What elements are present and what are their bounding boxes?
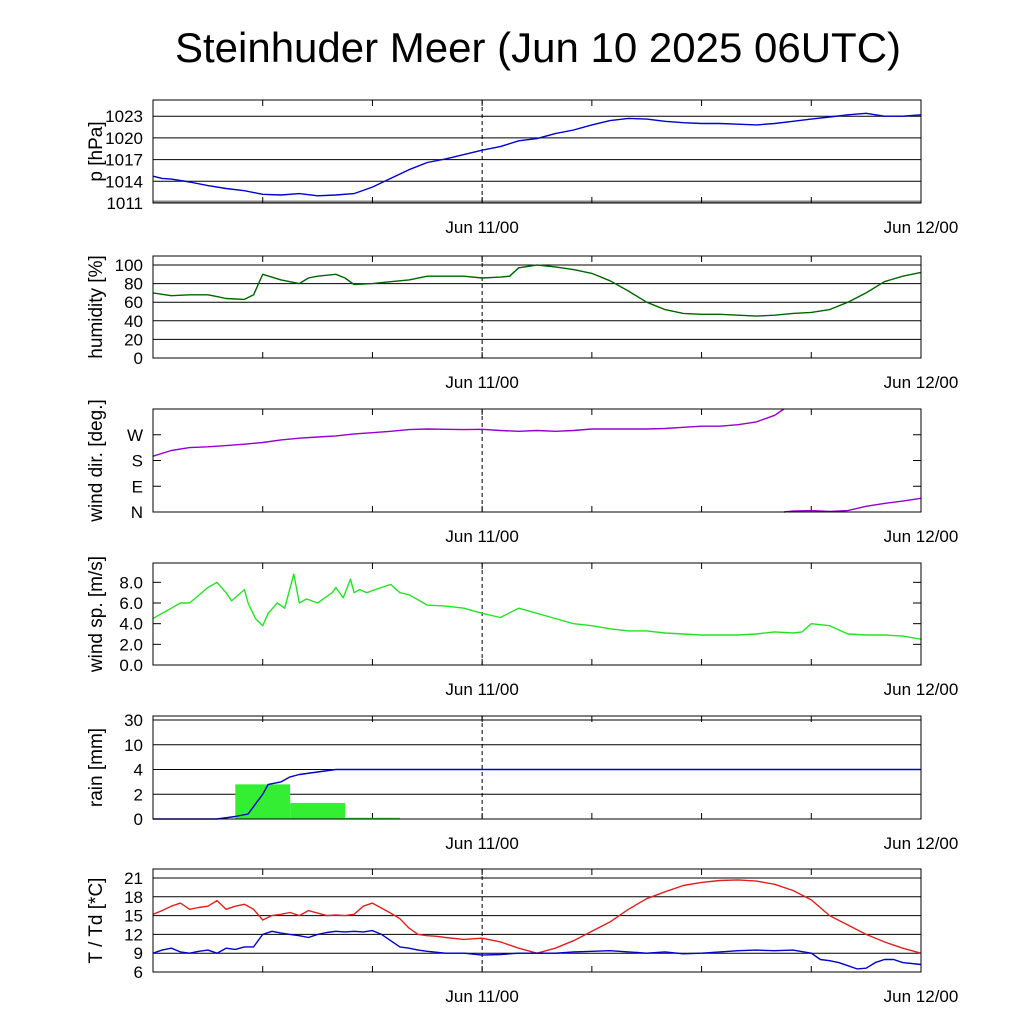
- x-tick-label: Jun 12/00: [884, 834, 959, 853]
- y-tick-label: 0.0: [119, 656, 143, 675]
- x-tick-label: Jun 12/00: [884, 527, 959, 546]
- series-line-wind_dir-1: [783, 497, 922, 513]
- y-axis-label: wind sp. [m/s]: [86, 556, 107, 673]
- y-tick-label: 1011: [106, 194, 143, 213]
- plot-frame: [152, 408, 922, 513]
- y-tick-label: 8.0: [119, 573, 143, 592]
- x-tick-label: Jun 11/00: [445, 834, 518, 853]
- y-tick-label: 100: [115, 256, 143, 275]
- y-axis-label: rain [mm]: [86, 728, 107, 807]
- rain-bar: [290, 802, 345, 819]
- series-line-wind_dir-0: [152, 408, 785, 457]
- y-tick-label: 4: [134, 761, 143, 780]
- y-tick-label: W: [127, 426, 143, 445]
- y-tick-label: 1023: [105, 107, 143, 126]
- plot-frame: [152, 715, 922, 820]
- rain-bar: [235, 784, 291, 819]
- y-tick-label: 12: [124, 925, 143, 944]
- y-tick-label: 30: [124, 711, 143, 730]
- plot-frame: [152, 868, 922, 973]
- y-tick-label: 10: [124, 736, 143, 755]
- y-axis-label: humidity [%]: [86, 255, 107, 358]
- y-tick-label: 20: [124, 330, 143, 349]
- x-tick-label: Jun 11/00: [445, 680, 518, 699]
- rain-bar: [345, 817, 400, 819]
- y-tick-label: 21: [124, 869, 143, 888]
- y-axis-label: T / Td [*C]: [86, 878, 107, 964]
- y-tick-label: 6.0: [119, 594, 143, 613]
- y-tick-label: 1020: [105, 129, 143, 148]
- series-line-wind_speed-0: [152, 573, 922, 640]
- x-tick-label: Jun 11/00: [445, 373, 518, 392]
- y-tick-label: S: [132, 452, 143, 471]
- plot-frame: [152, 562, 922, 666]
- x-tick-label: Jun 11/00: [445, 987, 518, 1006]
- x-tick-label: Jun 12/00: [884, 987, 959, 1006]
- series-line-rain-0: [153, 768, 921, 820]
- y-tick-label: 1017: [105, 151, 143, 170]
- x-tick-label: Jun 11/00: [445, 527, 518, 546]
- y-tick-label: 0: [134, 349, 143, 368]
- x-tick-label: Jun 12/00: [884, 218, 959, 237]
- y-tick-label: 15: [124, 907, 143, 926]
- y-tick-label: 18: [124, 888, 143, 907]
- x-tick-label: Jun 11/00: [445, 218, 518, 237]
- series-line-temperature-0: [152, 879, 922, 954]
- y-tick-label: 2.0: [119, 635, 143, 654]
- y-tick-label: 4.0: [119, 615, 143, 634]
- plot-frame: [152, 255, 922, 359]
- series-line-temperature-1: [152, 929, 922, 970]
- y-axis-label: wind dir. [deg.]: [86, 399, 107, 523]
- y-tick-label: 1014: [105, 172, 143, 191]
- x-tick-label: Jun 12/00: [884, 373, 959, 392]
- y-tick-label: N: [131, 503, 143, 522]
- panel-rain: 0 2 4 10 30 Jun 11/00 Jun 12/00 rain [mm]: [86, 711, 958, 853]
- plot-frame: [152, 99, 922, 204]
- y-tick-label: 60: [124, 293, 143, 312]
- y-tick-label: 2: [134, 785, 143, 804]
- series-line-humidity-0: [152, 264, 922, 317]
- y-tick-label: E: [132, 477, 143, 496]
- y-tick-label: 9: [134, 944, 143, 963]
- chart-title: Steinhuder Meer (Jun 10 2025 06UTC): [174, 24, 902, 71]
- x-tick-label: Jun 12/00: [884, 680, 959, 699]
- y-tick-label: 0: [134, 810, 143, 829]
- y-tick-label: 40: [124, 312, 143, 331]
- panel-wind_speed: 0.0 2.04.0 6.0 8.0 Jun 11/00 Jun 12/00 wind sp…: [86, 556, 958, 699]
- y-tick-label: 6: [134, 963, 143, 982]
- panel-pressure: 1011 1014 1017 1020 1023 Jun 11/00 Jun 12/00 p …: [86, 99, 959, 237]
- series-line-pressure-0: [152, 112, 922, 197]
- y-tick-label: 80: [124, 275, 143, 294]
- y-axis-label: p [hPa]: [86, 121, 107, 181]
